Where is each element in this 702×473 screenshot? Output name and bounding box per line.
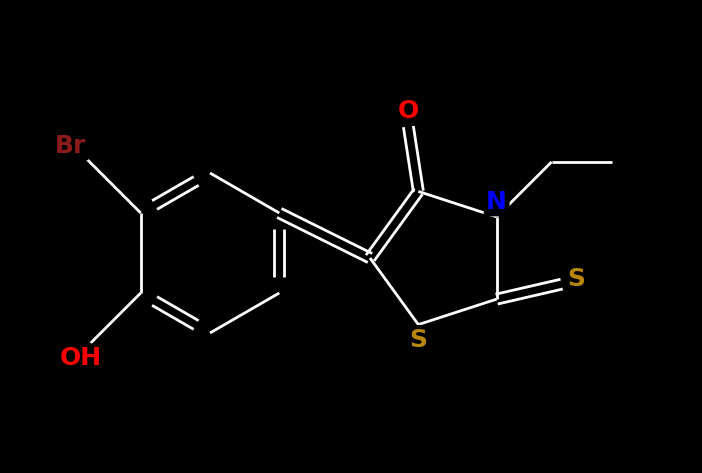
Text: O: O [398, 99, 419, 123]
Text: S: S [409, 328, 428, 351]
Text: OH: OH [60, 346, 102, 370]
Text: N: N [486, 190, 507, 214]
Text: Br: Br [55, 134, 86, 158]
Text: S: S [568, 267, 585, 291]
